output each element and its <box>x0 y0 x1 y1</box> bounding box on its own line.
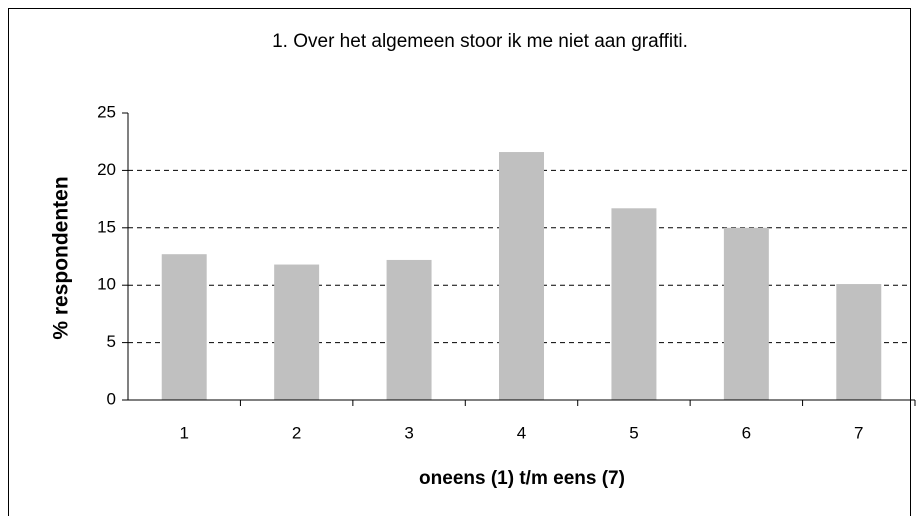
x-tick-label: 1 <box>179 423 188 442</box>
bar <box>836 284 882 400</box>
x-tick-label: 5 <box>629 423 638 442</box>
y-axis-label: % respondenten <box>50 176 73 339</box>
y-tick-label: 5 <box>107 332 116 351</box>
y-tick-label: 20 <box>97 160 116 179</box>
y-tick-label: 15 <box>97 217 116 236</box>
x-tick-label: 3 <box>404 423 413 442</box>
bar <box>386 259 432 400</box>
y-tick-label: 0 <box>107 389 116 408</box>
x-tick-label: 7 <box>854 423 863 442</box>
x-tick-label: 6 <box>742 423 751 442</box>
bar <box>161 254 207 400</box>
bar <box>723 227 769 400</box>
chart-title: 1. Over het algemeen stoor ik me niet aa… <box>272 31 688 52</box>
x-axis-label: oneens (1) t/m eens (7) <box>419 468 625 489</box>
y-tick-label: 10 <box>97 275 116 294</box>
bar <box>274 264 320 400</box>
bar <box>499 152 544 400</box>
x-tick-label: 2 <box>292 423 301 442</box>
y-tick-label: 25 <box>97 102 116 121</box>
bar <box>611 208 657 400</box>
x-tick-label: 4 <box>517 423 526 442</box>
chart-frame <box>8 8 911 516</box>
